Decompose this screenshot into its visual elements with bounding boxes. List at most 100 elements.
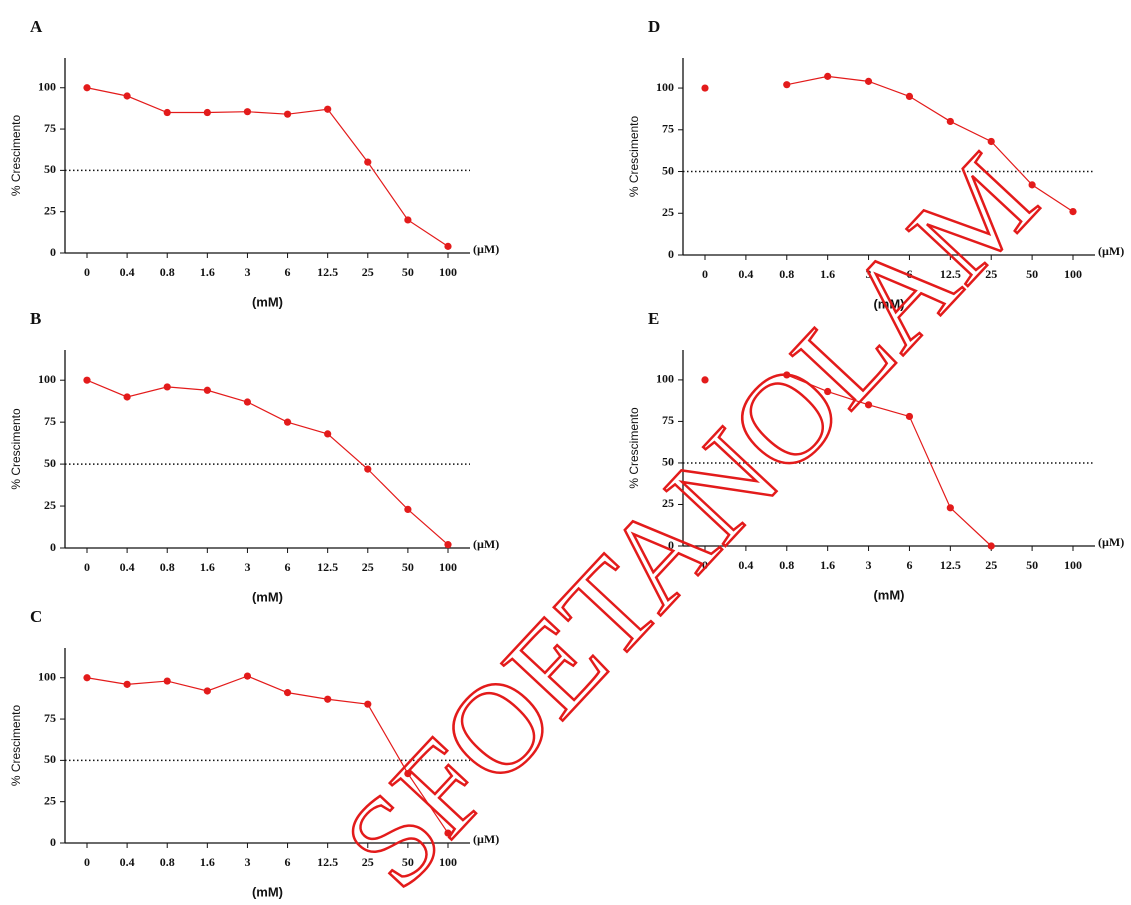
x-tick-label: 1.6 bbox=[200, 855, 215, 869]
x-tick-label: 100 bbox=[439, 855, 457, 869]
y-tick-label: 50 bbox=[44, 162, 56, 176]
x-tick-label: 100 bbox=[439, 560, 457, 574]
x-tick-label: 25 bbox=[985, 558, 997, 572]
data-point bbox=[163, 677, 171, 685]
y-tick-label: 50 bbox=[662, 163, 674, 177]
x-tick-label: 100 bbox=[1064, 558, 1082, 572]
data-point bbox=[83, 84, 91, 92]
x-tick-label: 12.5 bbox=[317, 855, 338, 869]
data-point bbox=[824, 72, 832, 80]
data-point bbox=[364, 465, 372, 473]
x-tick-label: 3 bbox=[244, 560, 250, 574]
x-tick-label: 25 bbox=[362, 560, 374, 574]
x-tick-label: 6 bbox=[906, 558, 912, 572]
data-point bbox=[946, 117, 954, 126]
x-tick-label: 0.8 bbox=[160, 265, 175, 279]
data-point bbox=[905, 92, 914, 100]
panel-title: D bbox=[648, 17, 660, 36]
data-point bbox=[243, 398, 252, 406]
y-tick-label: 75 bbox=[662, 413, 674, 427]
panel-title: B bbox=[30, 309, 41, 328]
x-axis-label: (mM) bbox=[252, 884, 283, 899]
data-point bbox=[864, 77, 873, 85]
data-point bbox=[444, 242, 452, 250]
data-point bbox=[404, 216, 412, 224]
x-unit: (µM) bbox=[473, 832, 499, 846]
data-point bbox=[83, 376, 91, 384]
x-axis-label: (mM) bbox=[873, 296, 904, 311]
data-line bbox=[786, 374, 992, 547]
y-tick-label: 50 bbox=[44, 456, 56, 470]
y-axis-label: % Crescimento bbox=[627, 407, 641, 489]
data-point bbox=[1028, 181, 1036, 189]
x-tick-label: 0.4 bbox=[738, 558, 753, 572]
x-unit: (µM) bbox=[473, 537, 499, 551]
x-tick-label: 0.4 bbox=[738, 267, 753, 281]
x-tick-label: 50 bbox=[402, 265, 414, 279]
data-point bbox=[824, 387, 832, 396]
x-tick-label: 100 bbox=[439, 265, 457, 279]
x-unit: (µM) bbox=[1098, 535, 1124, 549]
y-tick-label: 100 bbox=[38, 79, 56, 93]
data-point bbox=[123, 393, 131, 401]
x-tick-label: 0 bbox=[84, 560, 90, 574]
data-point bbox=[987, 137, 995, 146]
x-tick-label: 0.4 bbox=[120, 560, 135, 574]
x-tick-label: 12.5 bbox=[317, 265, 338, 279]
y-tick-label: 0 bbox=[50, 835, 56, 849]
x-tick-label: 25 bbox=[985, 267, 997, 281]
data-point bbox=[163, 383, 171, 391]
data-point bbox=[283, 110, 292, 118]
data-point bbox=[283, 418, 292, 426]
y-tick-label: 75 bbox=[44, 121, 56, 135]
y-tick-label: 0 bbox=[50, 540, 56, 554]
x-axis-label: (mM) bbox=[873, 587, 904, 602]
data-line bbox=[86, 675, 449, 834]
x-unit: (µM) bbox=[473, 242, 499, 256]
data-point bbox=[783, 371, 791, 379]
y-axis-label: % Crescimento bbox=[627, 115, 641, 197]
watermark: SFOETANOLAM bbox=[317, 128, 1064, 905]
data-point bbox=[283, 689, 292, 697]
x-tick-label: 6 bbox=[285, 560, 291, 574]
data-point bbox=[203, 687, 211, 695]
x-tick-label: 0.8 bbox=[779, 558, 794, 572]
x-tick-label: 50 bbox=[402, 855, 414, 869]
y-axis-label: % Crescimento bbox=[9, 408, 23, 490]
panel-title: A bbox=[30, 17, 43, 36]
x-tick-label: 3 bbox=[244, 855, 250, 869]
x-tick-label: 3 bbox=[866, 558, 872, 572]
x-tick-label: 0 bbox=[84, 265, 90, 279]
x-tick-label: 0 bbox=[702, 267, 708, 281]
y-tick-label: 25 bbox=[44, 793, 56, 807]
data-point bbox=[123, 92, 131, 100]
data-point bbox=[83, 674, 91, 682]
data-point bbox=[324, 105, 332, 113]
x-axis-label: (mM) bbox=[252, 589, 283, 604]
y-tick-label: 0 bbox=[50, 245, 56, 259]
x-tick-label: 0.4 bbox=[120, 265, 135, 279]
panel-title: C bbox=[30, 607, 42, 626]
data-point bbox=[404, 769, 412, 778]
x-tick-label: 6 bbox=[906, 267, 912, 281]
data-line bbox=[86, 87, 449, 247]
x-tick-label: 0 bbox=[84, 855, 90, 869]
y-tick-label: 0 bbox=[668, 538, 674, 552]
x-tick-label: 0.8 bbox=[160, 855, 175, 869]
data-point bbox=[324, 695, 332, 703]
x-tick-label: 1.6 bbox=[820, 558, 835, 572]
data-point bbox=[163, 108, 171, 117]
data-line bbox=[786, 75, 1074, 213]
data-point bbox=[946, 504, 954, 512]
data-point bbox=[364, 158, 372, 166]
y-tick-label: 50 bbox=[662, 455, 674, 469]
data-point bbox=[444, 829, 452, 837]
x-tick-label: 100 bbox=[1064, 267, 1082, 281]
y-axis-label: % Crescimento bbox=[9, 114, 23, 196]
x-tick-label: 3 bbox=[866, 267, 872, 281]
y-tick-label: 25 bbox=[44, 498, 56, 512]
y-tick-label: 25 bbox=[662, 496, 674, 510]
x-tick-label: 0.4 bbox=[120, 855, 135, 869]
data-point bbox=[444, 541, 452, 549]
